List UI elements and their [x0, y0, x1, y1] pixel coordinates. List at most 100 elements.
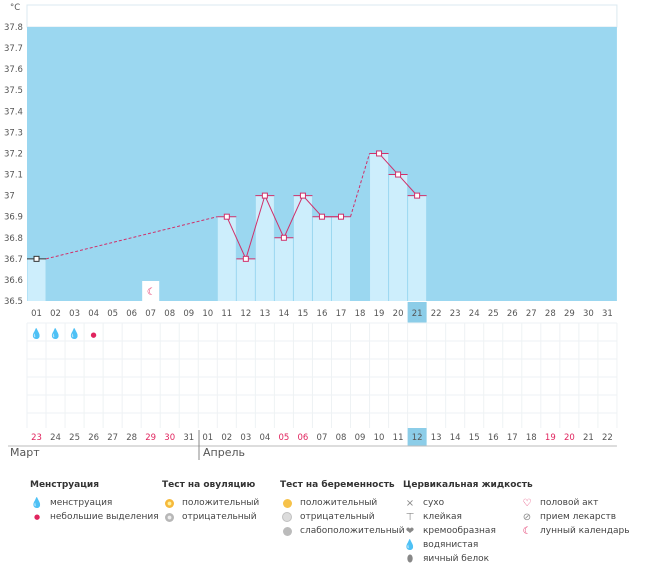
- legend-item: слабоположительный: [300, 526, 405, 536]
- top-day-label: 14: [278, 309, 289, 319]
- dry-icon: ×: [405, 497, 415, 509]
- legend-ovulation-title: Тест на овуляцию: [162, 480, 256, 490]
- legend-pregnancy: Тест на беременность положительный отриц…: [280, 480, 405, 538]
- temp-line-segment: [264, 195, 285, 238]
- top-day-label: 18: [355, 309, 366, 319]
- bottom-day-label: 01: [202, 433, 213, 443]
- y-tick-label: 37.2: [4, 149, 23, 159]
- legend-pregnancy-title: Тест на беременность: [280, 480, 395, 490]
- legend-cervical: Цервикальная жидкость × сухо ⊤ клейкая ❤ кр…: [403, 480, 533, 566]
- bottom-day-label: 07: [317, 433, 328, 443]
- legend-item: сухо: [423, 498, 445, 508]
- bottom-day-label: 04: [259, 433, 270, 443]
- pregnancy-positive-icon: [282, 498, 292, 508]
- temp-bar: [408, 195, 427, 301]
- month-label-april: Апрель: [203, 446, 245, 459]
- temp-bar: [274, 237, 293, 301]
- moon-icon: ☾: [522, 525, 532, 537]
- y-tick-label: 37.5: [4, 86, 23, 96]
- top-day-label: 12: [240, 309, 251, 319]
- top-day-label: 23: [450, 309, 461, 319]
- bottom-day-label: 10: [374, 433, 385, 443]
- legend-item: положительный: [300, 498, 378, 508]
- bottom-day-label: 11: [393, 433, 404, 443]
- spotting-drop-icon: ●: [33, 513, 41, 521]
- temp-point: [223, 213, 230, 220]
- legend-menstruation-title: Менструация: [30, 480, 99, 490]
- temp-point: [261, 192, 268, 199]
- bottom-day-label: 26: [88, 433, 99, 443]
- temp-point: [376, 150, 383, 157]
- top-day-label: 16: [317, 309, 328, 319]
- top-day-label: 07: [145, 309, 156, 319]
- bottom-day-label: 18: [526, 433, 537, 443]
- menstruation-icon: 💧: [30, 327, 42, 340]
- today-highlight-bottom: [407, 428, 427, 446]
- legend-item: прием лекарств: [540, 512, 617, 522]
- legend-ovulation: Тест на овуляцию положительный отрицател…: [162, 480, 259, 524]
- temp-bar: [27, 258, 46, 301]
- top-day-label: 10: [202, 309, 213, 319]
- menstruation-drops-icon: 💧: [30, 497, 44, 509]
- y-tick-label: 37: [4, 192, 15, 202]
- temp-line-segment: [397, 174, 418, 196]
- legend-item: отрицательный: [182, 512, 257, 522]
- top-day-label: 26: [507, 309, 518, 319]
- temp-point: [280, 234, 287, 241]
- top-day-label: 04: [88, 309, 99, 319]
- month-label-march: Март: [10, 446, 40, 459]
- bottom-day-label: 12: [412, 433, 423, 443]
- y-tick-label: 36.6: [4, 276, 23, 286]
- bottom-day-label: 13: [431, 433, 442, 443]
- temp-line-segment: [245, 195, 266, 259]
- legend-item: водянистая: [423, 540, 479, 550]
- temp-point: [318, 213, 325, 220]
- day-row: [27, 301, 617, 323]
- temp-line-segment: [226, 216, 247, 260]
- temp-line-segment: [350, 153, 371, 217]
- watery-icon: 💧: [403, 539, 417, 551]
- bottom-day-label: 30: [164, 433, 175, 443]
- top-day-label: 28: [545, 309, 556, 319]
- bottom-day-label: 09: [355, 433, 366, 443]
- bottom-day-label: 28: [126, 433, 137, 443]
- temp-bar: [331, 216, 351, 301]
- bottom-day-label: 20: [564, 433, 575, 443]
- y-tick-label: 37.7: [4, 44, 23, 54]
- y-tick-label: 36.7: [4, 255, 23, 265]
- top-day-label: 01: [31, 309, 42, 319]
- top-day-label: 09: [183, 309, 194, 319]
- today-highlight-top: [407, 302, 427, 323]
- unit-label: °C: [10, 3, 20, 13]
- bottom-day-label: 24: [50, 433, 61, 443]
- y-tick-label: 36.9: [4, 213, 23, 223]
- bottom-day-label: 06: [298, 433, 309, 443]
- bottom-day-label: 27: [107, 433, 118, 443]
- top-day-label: 31: [602, 309, 613, 319]
- bottom-day-label: 31: [183, 433, 194, 443]
- creamy-icon: ❤: [405, 525, 415, 537]
- bottom-day-label: 05: [278, 433, 289, 443]
- legend-item: кремообразная: [423, 526, 496, 536]
- y-tick-label: 37.1: [4, 171, 23, 181]
- temp-point: [395, 171, 402, 178]
- temp-point: [33, 255, 40, 262]
- bottom-day-label: 14: [450, 433, 461, 443]
- bottom-day-label: 19: [545, 433, 556, 443]
- top-day-label: 17: [336, 309, 347, 319]
- chart-top-strip: [26, 4, 618, 28]
- temp-line-segment: [45, 216, 218, 260]
- legend-item: клейкая: [423, 512, 462, 522]
- legend-item: положительный: [182, 498, 260, 508]
- legend-cervical-title: Цервикальная жидкость: [403, 480, 533, 490]
- y-tick-label: 37.3: [4, 128, 23, 138]
- bottom-day-label: 08: [336, 433, 347, 443]
- top-day-label: 15: [298, 309, 309, 319]
- y-tick-label: 37.4: [4, 107, 23, 117]
- ovulation-negative-icon: [164, 512, 174, 522]
- temp-bar: [217, 216, 236, 301]
- top-day-label: 02: [50, 309, 61, 319]
- temp-point: [414, 192, 421, 199]
- bbt-chart: °C 37.8 37.7 37.6 37.5 37.4 37.3 37.2 37.1 37 36.9…: [4, 3, 618, 460]
- pregnancy-weak-icon: [282, 526, 292, 536]
